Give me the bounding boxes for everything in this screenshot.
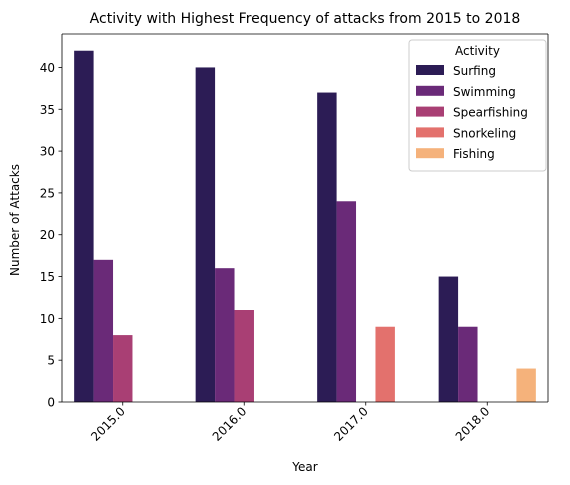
bar-swimming-2018.0 <box>458 326 478 402</box>
legend-swatch-spearfishing <box>416 106 444 117</box>
y-tick-label: 0 <box>47 396 55 410</box>
y-tick-label: 20 <box>40 228 55 242</box>
y-tick-label: 10 <box>40 312 55 326</box>
chart-title: Activity with Highest Frequency of attac… <box>90 11 521 27</box>
legend-swatch-swimming <box>416 85 444 96</box>
y-tick-label: 40 <box>40 61 55 75</box>
y-tick-label: 15 <box>40 270 55 284</box>
x-tick-label: 2016.0 <box>210 404 250 444</box>
legend-swatch-surfing <box>416 65 444 75</box>
x-tick-label: 2017.0 <box>331 404 371 444</box>
bar-fishing-2018.0 <box>516 368 536 402</box>
bar-snorkeling-2017.0 <box>375 326 395 402</box>
y-axis-label: Number of Attacks <box>8 164 22 276</box>
y-tick-label: 35 <box>40 103 55 117</box>
legend-label-surfing: Surfing <box>453 64 496 78</box>
bar-swimming-2016.0 <box>215 268 235 402</box>
x-axis-label: Year <box>291 460 317 474</box>
legend-title: Activity <box>455 44 500 58</box>
y-tick-label: 30 <box>40 145 55 159</box>
bar-surfing-2015.0 <box>74 50 94 402</box>
legend-label-fishing: Fishing <box>453 147 495 161</box>
legend-label-spearfishing: Spearfishing <box>453 106 528 120</box>
bar-spearfishing-2016.0 <box>234 310 254 402</box>
y-tick-label: 25 <box>40 186 55 200</box>
bar-surfing-2016.0 <box>195 67 216 402</box>
y-tick-label: 5 <box>47 354 55 368</box>
legend: Activity Surfing Swimming Spearfishing Snork… <box>408 39 547 172</box>
legend-swatch-fishing <box>416 148 444 159</box>
x-tick-label: 2015.0 <box>88 404 128 444</box>
legend-label-snorkeling: Snorkeling <box>453 126 516 140</box>
legend-label-swimming: Swimming <box>453 85 516 99</box>
bar-swimming-2015.0 <box>93 259 114 402</box>
x-tick-label: 2018.0 <box>453 404 493 444</box>
bar-swimming-2017.0 <box>336 201 357 402</box>
bar-surfing-2017.0 <box>317 92 337 403</box>
bar-spearfishing-2015.0 <box>113 335 133 402</box>
legend-swatch-snorkeling <box>416 127 444 138</box>
bars-layer <box>74 50 536 403</box>
bar-surfing-2018.0 <box>438 276 459 402</box>
